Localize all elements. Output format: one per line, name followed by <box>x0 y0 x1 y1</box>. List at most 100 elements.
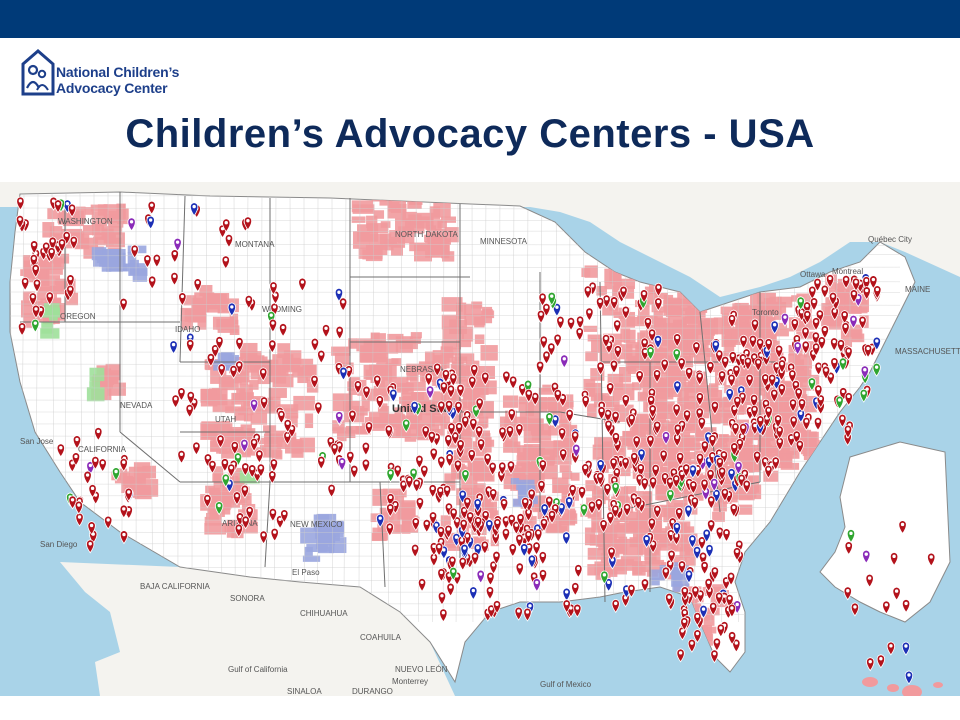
center-pin[interactable] <box>695 391 704 407</box>
center-pin[interactable] <box>680 616 689 631</box>
center-pin[interactable] <box>230 440 239 455</box>
center-pin[interactable] <box>224 233 234 248</box>
center-pin[interactable] <box>892 586 901 601</box>
center-pin[interactable] <box>470 363 479 378</box>
center-pin[interactable] <box>814 384 823 399</box>
center-pin[interactable] <box>535 360 545 375</box>
center-pin[interactable] <box>515 423 524 438</box>
center-pin[interactable] <box>654 297 663 312</box>
center-pin[interactable] <box>437 455 446 470</box>
center-pin[interactable] <box>456 439 465 454</box>
center-pin[interactable] <box>459 518 468 533</box>
center-pin[interactable] <box>221 255 230 270</box>
center-pin[interactable] <box>710 566 720 581</box>
center-pin[interactable] <box>775 436 784 451</box>
center-pin[interactable] <box>469 586 478 601</box>
center-pin[interactable] <box>461 415 470 430</box>
center-pin[interactable] <box>793 341 802 356</box>
center-pin[interactable] <box>673 380 682 395</box>
center-pin[interactable] <box>119 297 128 312</box>
center-pin[interactable] <box>537 479 546 494</box>
center-pin[interactable] <box>820 284 829 299</box>
center-pin[interactable] <box>646 434 655 449</box>
center-pin[interactable] <box>697 536 707 551</box>
center-pin[interactable] <box>269 458 279 473</box>
center-pin[interactable] <box>469 417 478 432</box>
center-pin[interactable] <box>826 371 835 386</box>
center-pin[interactable] <box>417 577 427 592</box>
center-pin[interactable] <box>436 525 446 540</box>
center-pin[interactable] <box>599 519 608 534</box>
center-pin[interactable] <box>454 400 463 415</box>
center-pin[interactable] <box>647 517 657 532</box>
center-pin[interactable] <box>124 487 133 502</box>
center-pin[interactable] <box>872 362 881 377</box>
center-pin[interactable] <box>706 360 715 375</box>
center-pin[interactable] <box>170 249 179 264</box>
center-pin[interactable] <box>402 418 411 433</box>
center-pin[interactable] <box>675 507 684 522</box>
center-pin[interactable] <box>193 278 202 293</box>
center-pin[interactable] <box>317 455 326 470</box>
center-pin[interactable] <box>268 470 277 485</box>
center-pin[interactable] <box>684 366 694 381</box>
center-pin[interactable] <box>545 412 554 427</box>
center-pin[interactable] <box>21 276 30 291</box>
center-pin[interactable] <box>596 471 605 486</box>
center-pin[interactable] <box>353 380 363 395</box>
center-pin[interactable] <box>780 312 790 327</box>
center-pin[interactable] <box>524 529 533 544</box>
center-pin[interactable] <box>259 367 268 382</box>
center-pin[interactable] <box>45 291 54 306</box>
center-pin[interactable] <box>67 203 77 218</box>
center-pin[interactable] <box>483 452 492 467</box>
center-pin[interactable] <box>695 407 704 422</box>
center-pin[interactable] <box>278 322 288 338</box>
center-pin[interactable] <box>843 424 853 439</box>
center-pin[interactable] <box>808 285 817 300</box>
center-pin[interactable] <box>777 383 786 398</box>
center-pin[interactable] <box>621 456 630 471</box>
center-pin[interactable] <box>725 387 734 402</box>
center-pin[interactable] <box>130 244 139 259</box>
center-pin[interactable] <box>327 483 336 498</box>
center-pin[interactable] <box>764 464 773 479</box>
center-pin[interactable] <box>127 217 136 232</box>
center-pin[interactable] <box>727 373 736 388</box>
center-pin[interactable] <box>677 560 687 575</box>
center-pin[interactable] <box>411 517 420 532</box>
center-pin[interactable] <box>594 498 604 513</box>
center-pin[interactable] <box>621 305 630 320</box>
center-pin[interactable] <box>621 394 630 409</box>
center-pin[interactable] <box>31 263 40 278</box>
center-pin[interactable] <box>653 504 662 519</box>
center-pin[interactable] <box>446 582 455 597</box>
center-pin[interactable] <box>773 414 783 429</box>
center-pin[interactable] <box>651 463 660 478</box>
center-pin[interactable] <box>498 461 507 476</box>
center-pin[interactable] <box>859 388 868 403</box>
center-pin[interactable] <box>559 448 568 463</box>
center-pin[interactable] <box>606 511 615 526</box>
center-pin[interactable] <box>677 357 686 372</box>
center-pin[interactable] <box>849 289 859 304</box>
center-pin[interactable] <box>547 509 557 524</box>
center-pin[interactable] <box>630 451 639 466</box>
center-pin[interactable] <box>28 292 38 307</box>
center-pin[interactable] <box>104 515 113 530</box>
center-pin[interactable] <box>639 289 649 304</box>
center-pin[interactable] <box>493 517 502 532</box>
center-pin[interactable] <box>244 294 253 309</box>
center-pin[interactable] <box>642 534 651 549</box>
center-pin[interactable] <box>863 343 873 359</box>
center-pin[interactable] <box>220 457 230 473</box>
center-pin[interactable] <box>715 349 724 364</box>
center-pin[interactable] <box>470 551 480 566</box>
center-pin[interactable] <box>361 441 371 456</box>
center-pin[interactable] <box>865 573 874 588</box>
center-pin[interactable] <box>788 398 798 413</box>
center-pin[interactable] <box>540 503 549 518</box>
center-pin[interactable] <box>742 479 751 494</box>
center-pin[interactable] <box>515 533 524 548</box>
center-pin[interactable] <box>475 397 484 412</box>
